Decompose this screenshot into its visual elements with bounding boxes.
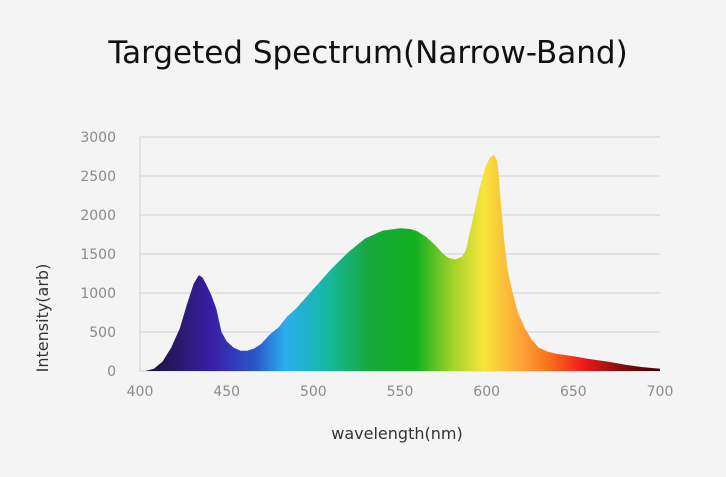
- y-tick-labels: 0 500 1000 1500 2000 2500 3000: [80, 130, 116, 380]
- y-tick-label: 1000: [80, 286, 116, 302]
- y-tick-label: 2000: [80, 208, 116, 224]
- y-tick-label: 1500: [80, 247, 116, 263]
- spectrum-area: [145, 154, 660, 371]
- y-axis-label: Intensity(arb): [33, 264, 52, 373]
- chart-title: Targeted Spectrum(Narrow-Band): [107, 35, 627, 71]
- x-tick-label: 650: [560, 384, 587, 400]
- x-tick-label: 700: [647, 384, 674, 400]
- x-tick-label: 400: [127, 384, 154, 400]
- y-tick-label: 500: [89, 325, 116, 341]
- x-axis-label: wavelength(nm): [331, 424, 462, 443]
- x-tick-labels: 400 450 500 550 600 650 700: [127, 384, 674, 400]
- y-tick-label: 3000: [80, 130, 116, 146]
- x-tick-label: 450: [213, 384, 240, 400]
- y-tick-label: 0: [107, 364, 116, 380]
- x-tick-label: 500: [300, 384, 327, 400]
- y-tick-label: 2500: [80, 169, 116, 185]
- x-tick-label: 600: [473, 384, 500, 400]
- x-tick-label: 550: [387, 384, 414, 400]
